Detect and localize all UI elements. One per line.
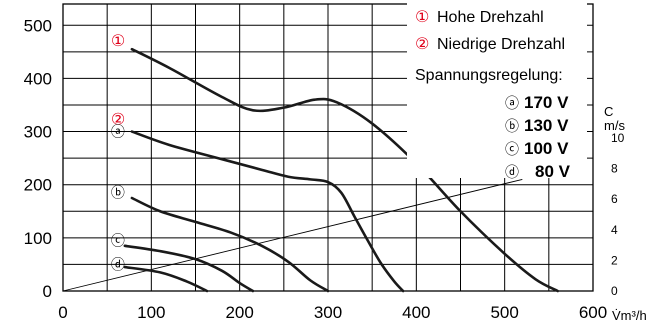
right-axis-tick-label: 10 [611, 131, 625, 145]
x-axis-unit-label: V̇m³/h [612, 308, 647, 323]
x-tick-labels: 0 100 200 300 400 500 600 [58, 303, 607, 322]
right-axis-tick-label: 0 [611, 284, 618, 298]
series-marker-5: ⓒ [111, 234, 125, 250]
legend-voltage-title: Spannungsregelung: [415, 67, 563, 84]
voltage-symbol-c: ⓒ [505, 142, 519, 158]
x-tick-label: 100 [137, 303, 165, 322]
x-tick-label: 300 [314, 303, 342, 322]
y-tick-label: 300 [24, 123, 52, 142]
right-axis-tick-label: 4 [611, 223, 618, 237]
legend-label-low: Niedrige Drehzahl [437, 36, 565, 53]
legend-label-high: Hohe Drehzahl [437, 9, 544, 26]
legend: ① Hohe Drehzahl ② Niedrige Drehzahl Span… [407, 2, 587, 181]
reference-line [62, 178, 523, 292]
x-tick-label: 200 [225, 303, 253, 322]
voltage-symbol-d: ⓓ [505, 165, 519, 181]
series-marker-4: ⓑ [111, 186, 125, 202]
curve-3 [130, 196, 330, 293]
series-marker-6: ⓓ [111, 257, 125, 273]
x-tick-label: 400 [402, 303, 430, 322]
right-axis-tick-label: 2 [611, 253, 618, 267]
curve-2 [130, 130, 405, 293]
right-axis-tick-labels: 0 2 4 6 8 10 [611, 131, 625, 298]
legend-background [407, 2, 587, 178]
y-tick-label: 100 [24, 229, 52, 248]
right-axis-unit: m/s [604, 118, 625, 133]
series-marker-3: ⓐ [111, 125, 125, 141]
series-markers: ① ②ⓐ ⓑ ⓒ ⓓ [111, 31, 125, 273]
y-tick-label: 400 [24, 69, 52, 88]
right-axis-title: C [604, 104, 613, 119]
series-marker-1: ① [111, 31, 125, 50]
right-axis-tick-label: 6 [611, 192, 618, 206]
y-tick-label: 500 [24, 16, 52, 35]
voltage-label-a: 170 V [524, 93, 569, 112]
y-tick-label: 200 [24, 176, 52, 195]
legend-symbol-high: ① [415, 7, 429, 26]
voltage-label-c: 100 V [524, 139, 569, 158]
voltage-label-b: 130 V [524, 116, 569, 135]
voltage-label-d: 80 V [535, 162, 571, 181]
curve-1 [130, 47, 559, 293]
voltage-symbol-a: ⓐ [505, 96, 519, 112]
y-tick-labels: 0 100 200 300 400 500 [24, 16, 52, 301]
series-marker-2: ② [111, 109, 125, 128]
x-tick-label: 500 [490, 303, 518, 322]
reference-line-group [62, 178, 523, 292]
curves [123, 47, 559, 293]
curve-4 [123, 244, 255, 293]
right-axis-tick-label: 8 [611, 162, 618, 176]
x-tick-label: 600 [579, 303, 607, 322]
voltage-symbol-b: ⓑ [505, 119, 519, 135]
y-tick-label: 0 [43, 282, 52, 301]
legend-symbol-low: ② [415, 34, 429, 53]
x-tick-label: 0 [58, 303, 67, 322]
curve-5 [123, 265, 209, 293]
